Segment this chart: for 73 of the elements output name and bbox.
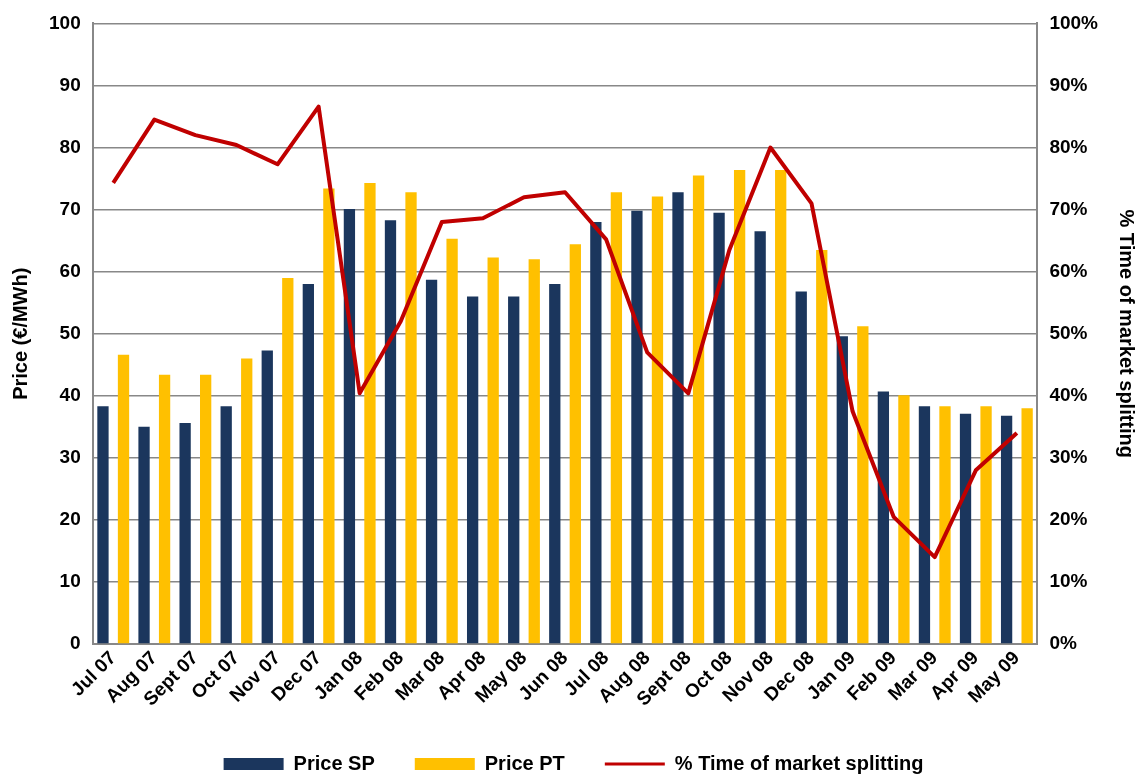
bar [158, 374, 171, 644]
bar [610, 192, 623, 644]
y2-tick-label: 100% [1049, 11, 1099, 33]
bar [1021, 408, 1033, 644]
bar [343, 208, 356, 644]
bar [816, 249, 828, 644]
bar [980, 406, 992, 644]
y-tick-label: 30 [59, 446, 81, 468]
bar [261, 350, 273, 644]
bar [138, 426, 150, 644]
y-tick-label: 60 [59, 259, 81, 281]
y2-tick-label: 90% [1049, 73, 1088, 95]
bar [549, 284, 561, 644]
bar [323, 188, 335, 644]
bar [959, 413, 972, 644]
bar [918, 406, 931, 644]
bar [857, 326, 869, 644]
bar [1000, 415, 1013, 644]
y-tick-label: 50 [59, 321, 81, 343]
y-tick-label: 90 [59, 73, 81, 95]
legend-label: Price PT [484, 751, 565, 774]
y2-tick-label: 20% [1049, 508, 1088, 530]
y-tick-label: 100 [49, 11, 81, 33]
bar [713, 212, 725, 644]
y2-tick-label: 0% [1049, 632, 1077, 654]
y-tick-label: 40 [59, 384, 81, 406]
bar [487, 257, 499, 644]
y-axis-title: Price (€/MWh) [8, 267, 31, 400]
bar [241, 358, 253, 644]
y2-tick-label: 60% [1049, 259, 1088, 281]
y2-tick-label: 80% [1049, 135, 1088, 157]
bar [939, 406, 951, 644]
y2-tick-label: 50% [1049, 321, 1088, 343]
bar [179, 423, 191, 644]
bar [364, 182, 376, 644]
bar [651, 196, 664, 644]
y-tick-label: 10 [59, 570, 81, 592]
bar [200, 374, 212, 644]
bar [528, 259, 540, 644]
bar [425, 279, 438, 644]
bar [590, 222, 602, 644]
bar [220, 406, 232, 644]
legend-label: % Time of market splitting [674, 751, 924, 774]
y2-tick-label: 10% [1049, 570, 1088, 592]
bar [836, 336, 848, 644]
bar [877, 391, 890, 644]
y2-axis-title: % Time of market splitting [1116, 209, 1139, 459]
bar [692, 175, 705, 644]
bar [508, 296, 520, 644]
legend-label: Price SP [293, 751, 375, 774]
y2-tick-label: 70% [1049, 197, 1088, 219]
bar [466, 296, 479, 644]
bar [795, 291, 807, 644]
bar [446, 238, 458, 644]
y2-tick-label: 30% [1049, 446, 1088, 468]
bar [898, 395, 910, 644]
bar [733, 169, 746, 644]
y-tick-label: 70 [59, 197, 81, 219]
bar [117, 354, 130, 644]
y-tick-label: 20 [59, 508, 81, 530]
y2-tick-label: 40% [1049, 384, 1088, 406]
bar [282, 277, 294, 644]
bar [569, 244, 581, 644]
y-tick-label: 0 [70, 632, 81, 654]
bar [302, 284, 314, 644]
y-tick-label: 80 [59, 135, 81, 157]
bar [384, 220, 397, 644]
bar [775, 169, 787, 644]
bar [405, 192, 417, 644]
bar [631, 210, 643, 644]
bar [754, 231, 766, 644]
bar [672, 192, 684, 644]
bar [97, 406, 109, 644]
